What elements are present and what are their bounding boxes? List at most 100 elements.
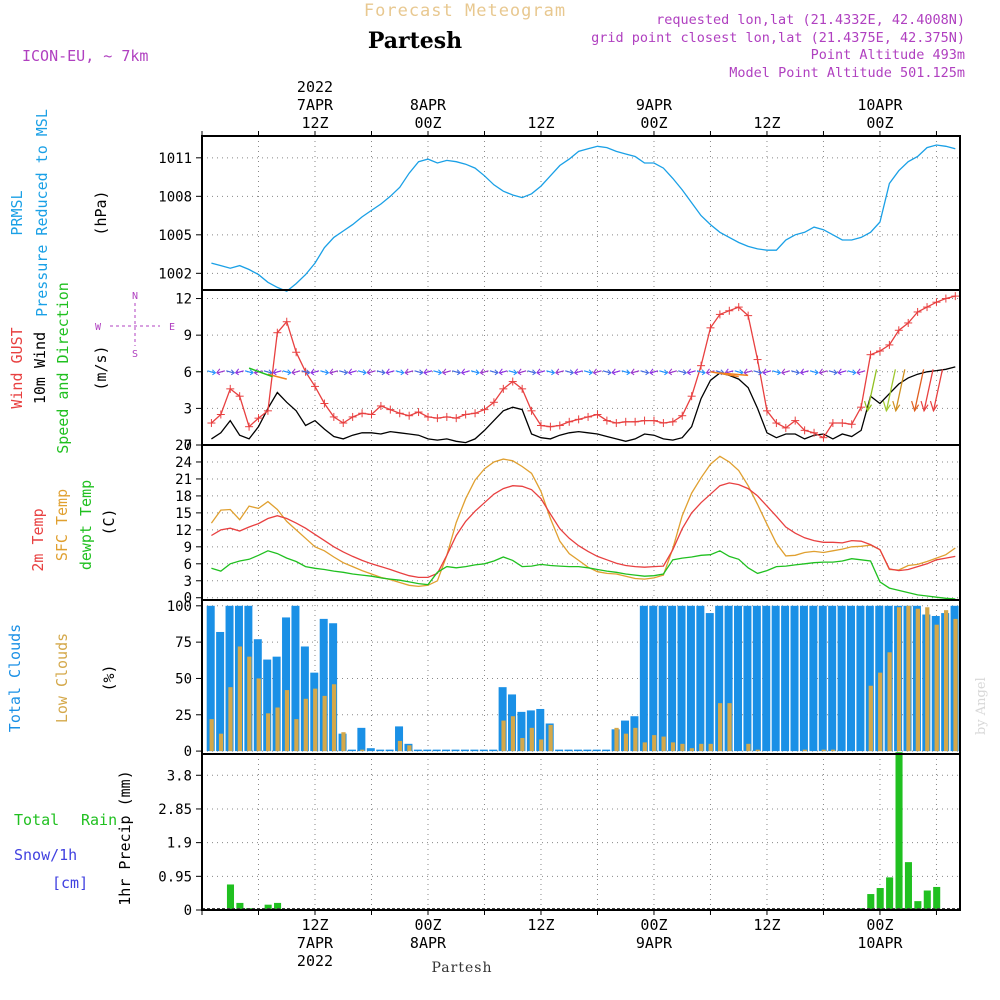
wind-arrow <box>546 369 556 376</box>
total-cloud-bar <box>432 749 441 752</box>
total-cloud-bar <box>385 749 394 752</box>
total-cloud-bar <box>536 708 545 752</box>
low-cloud-bar <box>943 610 949 752</box>
y-tick-label: 0 <box>184 903 192 919</box>
wind-arrow <box>799 368 809 376</box>
y-tick-label: 12 <box>175 523 192 539</box>
total-cloud-bar <box>206 605 215 752</box>
precip-cm-label: [cm] <box>52 874 88 892</box>
top-time-label: 00Z <box>414 114 441 132</box>
low-cloud-bar <box>727 703 732 752</box>
y-tick-label: 1011 <box>158 151 192 167</box>
y-tick-label: 1008 <box>158 189 192 205</box>
model-altitude: Model Point Altitude 501.125m <box>729 65 965 81</box>
low-cloud-bar <box>284 690 290 752</box>
wind-arrow <box>291 368 301 376</box>
wind-arrow <box>452 369 462 376</box>
gust-line-point <box>461 410 470 419</box>
rain-bar <box>933 886 941 910</box>
wind-arrow <box>828 369 838 376</box>
rain-bar <box>904 862 912 910</box>
wind-arrow <box>329 368 338 376</box>
wind-arrow <box>791 369 801 376</box>
y-tick-label: 27 <box>175 438 192 454</box>
wind-arrow <box>517 368 527 376</box>
wind-unit: (m/s) <box>92 345 110 390</box>
total-cloud-bar <box>366 748 375 752</box>
rain-bar <box>895 752 903 910</box>
gust-line-point <box>452 414 461 423</box>
total-cloud-bar <box>376 749 385 752</box>
gust-line-point <box>885 340 894 349</box>
wind-arrow <box>414 369 424 376</box>
low-cloud-bar <box>218 733 224 752</box>
gust-line-point <box>762 406 771 415</box>
sfc-title: SFC Temp <box>53 489 71 561</box>
gust-line-point <box>442 412 451 421</box>
wind-arrow <box>357 369 367 376</box>
grid-coords: grid point closest lon,lat (21.4375E, 42… <box>591 30 965 46</box>
gust-line-point <box>358 409 367 418</box>
wind-arrow-strong <box>882 369 897 413</box>
gust-line-point <box>875 347 884 356</box>
total-cloud-bar <box>216 631 225 752</box>
wind-arrow <box>385 368 395 376</box>
wind-arrow <box>659 369 669 376</box>
gust-line-point <box>574 415 583 424</box>
y-tick-label: 18 <box>175 489 192 505</box>
rain-bar <box>923 890 931 910</box>
gust-line-point <box>781 423 790 432</box>
bottom-time-label: 12Z <box>527 916 554 934</box>
total-cloud-bar <box>837 605 846 752</box>
y-tick-label: 1005 <box>158 228 192 244</box>
rain-bar <box>264 904 272 910</box>
wind-arrow <box>423 368 433 376</box>
wind-arrow <box>395 369 405 376</box>
wind-arrow-streak <box>267 373 287 380</box>
low-cloud-bar <box>689 748 694 752</box>
gust-line-point <box>423 412 432 421</box>
rain-bar <box>914 901 922 910</box>
gust-line-point <box>593 410 602 419</box>
bottom-time-label: 00Z <box>866 916 893 934</box>
low-cloud-bar <box>755 749 760 752</box>
total-cloud-bar <box>592 749 601 752</box>
top-date-label: 8APR <box>410 96 447 114</box>
wind-arrow-streak <box>719 372 749 377</box>
wind-arrow <box>226 369 236 376</box>
gust-line-point <box>602 416 611 425</box>
total-cloud-bar <box>818 605 827 752</box>
total-clouds-title: Total Clouds <box>6 624 24 732</box>
total-cloud-bar <box>762 605 771 752</box>
rain-bar <box>226 884 235 910</box>
total-cloud-bar <box>413 749 422 752</box>
pressure-line <box>211 144 956 293</box>
wind-arrow <box>630 368 640 376</box>
panel-frame <box>201 753 961 911</box>
total-cloud-bar <box>479 749 488 752</box>
top-date-label: 10APR <box>857 96 903 114</box>
gust-line-point <box>339 419 348 428</box>
gust-line <box>210 295 956 439</box>
wind-arrow-strong <box>929 369 944 413</box>
clouds-unit: (%) <box>100 664 118 691</box>
total-cloud-bar <box>724 605 733 752</box>
gust-line-point <box>668 417 677 426</box>
wind-arrow <box>207 369 217 376</box>
low-cloud-bar <box>802 749 807 752</box>
wind-arrow <box>837 368 847 376</box>
gust-line-point <box>508 377 517 386</box>
total-cloud-bar <box>865 605 874 752</box>
gust-line-point <box>395 409 404 418</box>
gust-line-point <box>386 405 395 414</box>
y-tick-label: 9 <box>184 540 192 556</box>
bottom-time-label: 00Z <box>640 916 667 934</box>
wind-arrow <box>818 368 828 376</box>
gust-line-point <box>367 410 376 419</box>
low-cloud-bar <box>501 720 506 752</box>
low-cloud-bar <box>303 698 308 752</box>
low-cloud-bar <box>821 749 826 752</box>
total-cloud-bar <box>705 613 714 752</box>
wind-arrow <box>508 369 518 376</box>
